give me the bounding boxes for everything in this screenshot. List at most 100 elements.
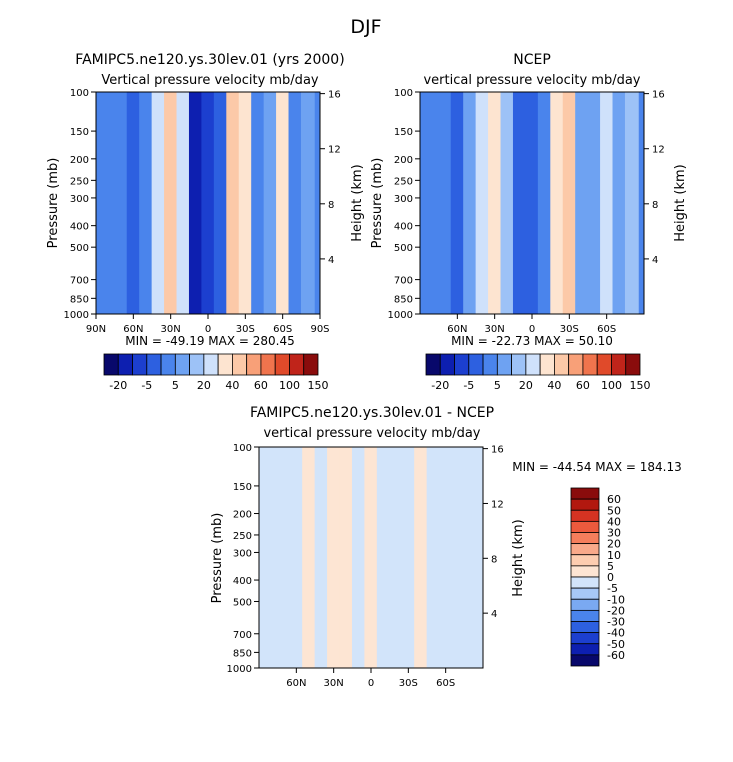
colorbar-swatch <box>570 554 600 567</box>
colorbar-label: 0 <box>607 571 614 584</box>
colorbar-label: 40 <box>607 515 621 528</box>
colorbar-label: 60 <box>576 379 590 392</box>
y-tick-label: 100 <box>394 88 413 99</box>
x-tick-label: 30N <box>161 324 181 335</box>
data-cell <box>475 92 490 314</box>
data-cell <box>264 447 279 668</box>
colorbar-swatch <box>132 353 148 376</box>
colorbar-swatch <box>289 353 305 376</box>
data-cell <box>389 447 404 668</box>
panel-model-colorbar: -20 -5 5 20 40 60 100 150 <box>103 353 329 392</box>
data-cell <box>463 447 478 668</box>
colorbar-swatch <box>103 353 119 376</box>
colorbar-swatch <box>570 532 600 545</box>
data-cell <box>500 92 515 314</box>
height-tick-label: 16 <box>652 90 665 101</box>
colorbar-label: -5 <box>463 379 474 392</box>
data-cell <box>401 447 416 668</box>
panel-model-ylabel-right: Height (km) <box>350 164 365 241</box>
data-cell <box>537 92 552 314</box>
x-tick-label: 60N <box>447 324 467 335</box>
height-tick-label: 8 <box>652 200 658 211</box>
data-cell <box>288 92 303 314</box>
x-tick-label: 90S <box>310 324 329 335</box>
height-tick-label: 4 <box>652 255 658 266</box>
colorbar-swatch <box>160 353 176 376</box>
y-tick-label: 250 <box>394 176 413 187</box>
data-cell <box>277 447 292 668</box>
colorbar-swatch <box>439 353 455 376</box>
colorbar-label: -20 <box>109 379 127 392</box>
panel-diff-title: FAMIPC5.ne120.ys.30lev.01 - NCEP <box>250 405 494 421</box>
y-tick-label: 100 <box>233 443 252 454</box>
colorbar-swatch <box>625 353 641 376</box>
colorbar-label: 30 <box>607 527 621 540</box>
colorbar-swatch <box>189 353 205 376</box>
colorbar-swatch <box>425 353 441 376</box>
panel-model-subtitle: Vertical pressure velocity mb/day <box>101 73 319 88</box>
colorbar-swatch <box>217 353 233 376</box>
panel-obs-ylabel-right: Height (km) <box>673 164 688 241</box>
data-cell <box>164 92 178 314</box>
colorbar-label: -50 <box>607 638 625 651</box>
height-tick-label: 8 <box>328 200 334 211</box>
colorbar-swatch <box>511 353 527 376</box>
data-cell <box>300 92 315 314</box>
colorbar-swatch <box>582 353 598 376</box>
panel-diff-plot: 100 150 200 250 300 400 500 700 850 1000 16 12 8 4 60N… <box>227 443 504 689</box>
colorbar-swatch <box>468 353 484 376</box>
panel-obs-ylabel: Pressure (mb) <box>370 158 385 249</box>
y-tick-label: 300 <box>233 548 252 559</box>
panel-model: FAMIPC5.ne120.ys.30lev.01 (yrs 2000) Ver… <box>46 52 365 392</box>
colorbar-label: 100 <box>601 379 622 392</box>
data-cell <box>575 92 589 314</box>
data-cell <box>226 92 241 314</box>
data-cell <box>289 447 304 668</box>
x-tick-label: 0 <box>368 678 374 689</box>
data-cell <box>364 447 379 668</box>
data-cell <box>302 447 316 668</box>
colorbar-label: 5 <box>494 379 501 392</box>
colorbar-label: 5 <box>172 379 179 392</box>
data-cell <box>351 447 366 668</box>
x-tick-label: 90N <box>86 324 106 335</box>
colorbar-label: 60 <box>254 379 268 392</box>
y-tick-label: 250 <box>233 531 252 542</box>
panel-model-stats: MIN = -49.19 MAX = 280.45 <box>125 334 295 348</box>
colorbar-swatch <box>496 353 513 376</box>
panel-model-title: FAMIPC5.ne120.ys.30lev.01 (yrs 2000) <box>75 52 344 68</box>
x-tick-label: 60S <box>273 324 292 335</box>
y-tick-label: 200 <box>233 510 252 521</box>
data-cell <box>126 92 141 314</box>
data-cell <box>450 92 465 314</box>
y-tick-label: 850 <box>70 294 89 305</box>
panel-model-ylabel: Pressure (mb) <box>46 158 61 249</box>
panel-obs-colorbar: -20 -5 5 20 40 60 100 150 <box>425 353 651 392</box>
x-tick-label: 60S <box>597 324 616 335</box>
colorbar-label: 150 <box>308 379 329 392</box>
data-cell <box>327 447 341 668</box>
x-tick-label: 30N <box>324 678 344 689</box>
x-tick-label: 30N <box>485 324 505 335</box>
data-cell <box>238 92 253 314</box>
colorbar-label: -40 <box>607 627 625 640</box>
height-tick-label: 12 <box>652 145 665 156</box>
data-cell <box>188 92 203 314</box>
data-cell <box>101 92 116 314</box>
colorbar-swatch <box>146 353 162 376</box>
colorbar-swatch <box>570 565 600 578</box>
colorbar-swatch <box>570 498 600 511</box>
y-tick-label: 1000 <box>64 310 89 321</box>
height-tick-label: 8 <box>491 554 497 565</box>
panel-diff-ylabel: Pressure (mb) <box>210 513 225 604</box>
colorbar-label: 5 <box>607 560 614 573</box>
colorbar-swatch <box>570 587 600 600</box>
colorbar-label: 100 <box>279 379 300 392</box>
data-cell <box>213 92 228 314</box>
colorbar-swatch <box>568 353 584 376</box>
panel-diff-subtitle: vertical pressure velocity mb/day <box>263 426 480 441</box>
data-cell <box>339 447 354 668</box>
colorbar-swatch <box>570 598 600 611</box>
colorbar-swatch <box>570 520 600 533</box>
colorbar-label: 20 <box>519 379 533 392</box>
